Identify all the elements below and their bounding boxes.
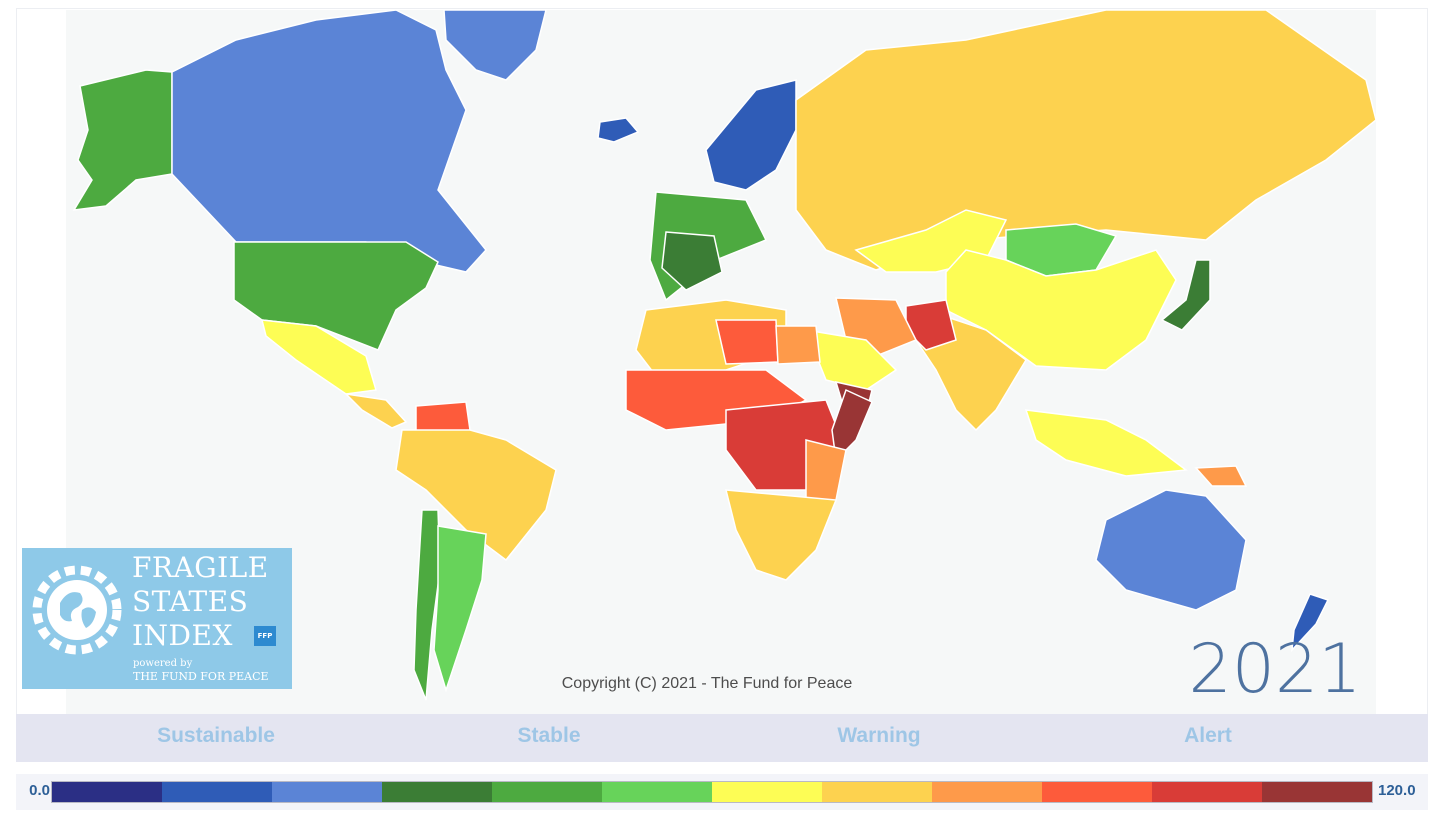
country-mexico[interactable] <box>261 319 377 395</box>
country-france[interactable] <box>661 231 723 291</box>
color-scale: 0.0 120.0 <box>16 774 1428 810</box>
country-southeast-asia[interactable] <box>1024 409 1188 477</box>
country-iceland[interactable] <box>597 117 640 143</box>
year-label: 2021 <box>1188 630 1362 709</box>
logo-line-index: INDEX <box>132 619 233 652</box>
scale-swatch-4 <box>382 782 492 802</box>
scale-swatch-3 <box>272 782 382 802</box>
category-sustainable: Sustainable <box>157 724 275 747</box>
logo-powered-by: powered by <box>133 658 193 669</box>
logo-line-fragile: FRAGILE <box>132 551 269 584</box>
scale-swatch-6 <box>602 782 712 802</box>
country-japan[interactable] <box>1160 259 1211 331</box>
category-stable: Stable <box>517 724 581 747</box>
scale-swatch-11 <box>1152 782 1262 802</box>
country-russia[interactable] <box>795 10 1376 271</box>
country-southern-africa[interactable] <box>725 489 838 581</box>
globe-gear-icon <box>32 565 122 655</box>
category-warning: Warning <box>837 724 921 747</box>
country-saudi[interactable] <box>804 329 898 391</box>
scale-swatch-12 <box>1262 782 1372 802</box>
country-canada[interactable] <box>171 10 487 273</box>
country-new-zealand[interactable] <box>1291 593 1330 653</box>
country-central-america[interactable] <box>343 392 408 429</box>
country-argentina[interactable] <box>433 525 487 693</box>
country-egypt[interactable] <box>775 325 821 365</box>
scale-swatches <box>51 781 1373 803</box>
scale-swatch-9 <box>932 782 1042 802</box>
ffp-badge: FFP <box>254 626 276 646</box>
scale-min-label: 0.0 <box>29 782 50 799</box>
scale-swatch-5 <box>492 782 602 802</box>
country-nordics[interactable] <box>705 79 797 191</box>
country-chile[interactable] <box>413 509 441 701</box>
country-afghanistan[interactable] <box>905 299 957 351</box>
category-alert: Alert <box>1184 724 1232 747</box>
scale-swatch-2 <box>162 782 272 802</box>
country-australia[interactable] <box>1095 489 1247 611</box>
logo-line-states: STATES <box>132 585 249 618</box>
world-map-svg[interactable] <box>66 10 1376 714</box>
country-png[interactable] <box>1194 465 1248 487</box>
scale-swatch-1 <box>52 782 162 802</box>
country-greenland[interactable] <box>443 10 547 81</box>
category-band: Sustainable Stable Warning Alert <box>16 714 1428 762</box>
copyright-text: Copyright (C) 2021 - The Fund for Peace <box>561 675 853 692</box>
logo-org-name: THE FUND FOR PEACE <box>133 670 269 683</box>
scale-max-label: 120.0 <box>1378 782 1416 799</box>
scale-swatch-8 <box>822 782 932 802</box>
country-usa[interactable] <box>233 241 439 351</box>
country-alaska[interactable] <box>72 69 173 211</box>
scale-swatch-10 <box>1042 782 1152 802</box>
country-libya[interactable] <box>715 319 779 365</box>
scale-swatch-7 <box>712 782 822 802</box>
country-brazil[interactable] <box>395 429 557 562</box>
fragile-states-index-logo: FRAGILE STATES INDEX FFP powered by THE … <box>22 548 292 689</box>
